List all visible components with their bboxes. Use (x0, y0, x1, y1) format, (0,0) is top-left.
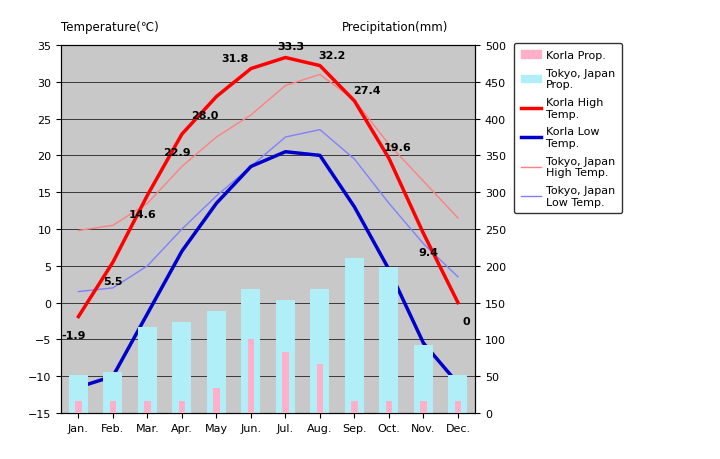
Bar (449, 375, 467, 413)
Text: 14.6: 14.6 (128, 209, 156, 219)
Text: 28.0: 28.0 (191, 111, 218, 121)
Bar (317, 364, 323, 413)
Bar (241, 290, 261, 413)
Bar (138, 327, 157, 413)
Bar (109, 401, 116, 413)
Bar (179, 401, 185, 413)
Bar (75, 401, 82, 413)
Text: 32.2: 32.2 (318, 50, 346, 61)
Text: 22.9: 22.9 (163, 148, 191, 158)
Text: Precipitation(mm): Precipitation(mm) (342, 22, 449, 34)
Bar (379, 268, 398, 413)
Bar (248, 340, 254, 413)
Bar (345, 259, 364, 413)
Bar (69, 375, 88, 413)
Bar (454, 401, 462, 413)
Text: 9.4: 9.4 (418, 247, 438, 257)
Text: 33.3: 33.3 (277, 42, 304, 52)
Bar (282, 352, 289, 413)
Text: 19.6: 19.6 (384, 143, 411, 153)
Text: Temperature(℃): Temperature(℃) (61, 22, 159, 34)
Text: 5.5: 5.5 (103, 276, 122, 286)
Bar (386, 401, 392, 413)
Bar (414, 345, 433, 413)
Text: 27.4: 27.4 (353, 86, 380, 95)
Text: -1.9: -1.9 (61, 330, 86, 340)
Bar (207, 312, 226, 413)
Legend: Korla Prop., Tokyo, Japan
Prop., Korla High
Temp., Korla Low
Temp., Tokyo, Japan: Korla Prop., Tokyo, Japan Prop., Korla H… (514, 44, 622, 214)
Bar (173, 322, 192, 413)
Bar (351, 401, 358, 413)
Text: 0: 0 (463, 316, 470, 326)
Bar (420, 401, 427, 413)
Bar (213, 389, 220, 413)
Bar (310, 290, 330, 413)
Bar (144, 401, 150, 413)
Bar (104, 372, 122, 413)
Text: 31.8: 31.8 (222, 53, 249, 63)
Bar (276, 300, 295, 413)
